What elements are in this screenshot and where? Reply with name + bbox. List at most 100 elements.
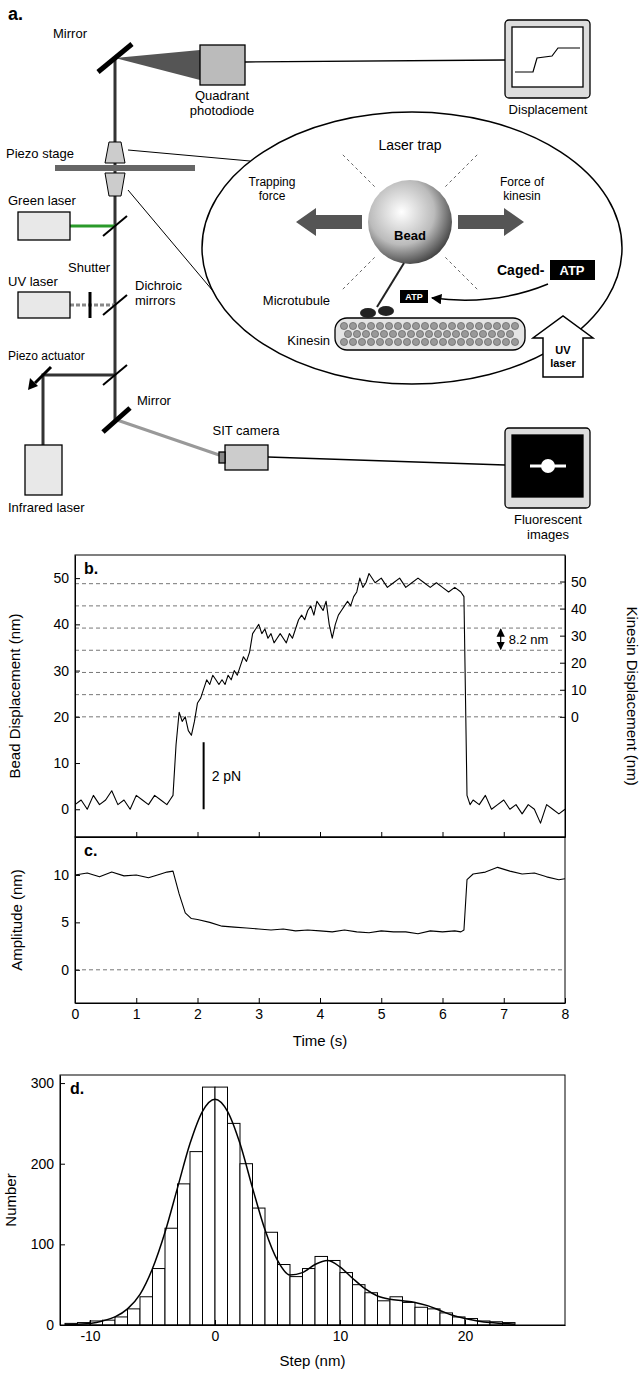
microtubule: [335, 318, 525, 350]
tubulin: [443, 330, 450, 337]
tick-label: 200: [31, 1156, 55, 1172]
tick: 20: [53, 709, 80, 725]
tubulin: [403, 322, 410, 329]
tick-mark: [381, 998, 382, 1003]
panel-label: a.: [8, 4, 23, 24]
tick-mark: [560, 636, 565, 637]
tick-label: 5: [61, 914, 69, 930]
tick-mark: [443, 832, 444, 837]
reference-line: [75, 628, 565, 629]
tick-mark: [60, 1083, 65, 1084]
uncaging-arrow: [432, 284, 548, 300]
tick-mark: [75, 578, 80, 579]
bar: [215, 1087, 228, 1325]
monitor: [505, 428, 590, 508]
tick: [259, 832, 260, 837]
fit-line: [65, 1099, 515, 1325]
tick-label: 10: [571, 682, 587, 698]
bar: [240, 1164, 253, 1325]
axis-title: Kinesin Displacement (nm): [624, 606, 641, 785]
diagram-label: Kinesin: [287, 333, 330, 348]
atp-box: [550, 260, 595, 280]
plot-frame: [75, 555, 565, 837]
tick-mark: [198, 998, 199, 1003]
plot-area: [75, 573, 565, 823]
panel-label: c.: [84, 842, 97, 859]
tick: 10: [53, 755, 80, 771]
tubulin: [502, 322, 509, 329]
beam: [70, 304, 115, 307]
diagram-label: Shutter: [68, 260, 111, 275]
reference-line: [75, 694, 565, 695]
tubulin: [376, 338, 383, 345]
tick: 0: [61, 962, 80, 978]
piezo-actuator: [28, 378, 38, 390]
tick-label: 20: [458, 1328, 474, 1344]
tubulin: [430, 338, 437, 345]
atp-box: [400, 290, 428, 303]
beam: [117, 420, 225, 457]
tick-label: 2: [194, 1006, 202, 1022]
tubulin: [367, 338, 374, 345]
tick-mark: [259, 998, 260, 1003]
tick-mark: [75, 671, 80, 672]
tubulin: [470, 330, 477, 337]
tick: 0: [212, 1320, 220, 1344]
tubulin: [407, 330, 414, 337]
tick-label: 50: [53, 570, 69, 586]
tubulin: [484, 322, 491, 329]
diagram-label: ATP: [405, 292, 422, 302]
tick-mark: [60, 1164, 65, 1165]
diagram-label: Force ofkinesin: [500, 175, 545, 203]
tubulin: [380, 330, 387, 337]
tubulin: [340, 322, 347, 329]
tick-mark: [136, 998, 137, 1003]
tubulin: [394, 338, 401, 345]
screen: [512, 27, 583, 87]
tick-label: -10: [80, 1328, 100, 1344]
tubulin: [475, 322, 482, 329]
kinesin-head: [378, 306, 394, 316]
bar: [315, 1256, 328, 1325]
tick-label: 0: [212, 1328, 220, 1344]
tick: 0: [560, 709, 579, 725]
tick: 40: [53, 616, 80, 632]
beam: [70, 225, 115, 228]
bar: [378, 1301, 391, 1325]
annotation-arrow: [500, 629, 501, 649]
tick: [136, 832, 137, 837]
tick-mark: [560, 663, 565, 664]
tick: 50: [53, 570, 80, 586]
diagram-label: Laser trap: [378, 137, 441, 153]
tick-label: 30: [571, 628, 587, 644]
bar: [340, 1273, 353, 1325]
panel-label: b.: [84, 560, 98, 577]
reference-line: [75, 716, 565, 717]
tubulin: [376, 322, 383, 329]
y-axis: 01020304050: [53, 556, 80, 838]
bar: [328, 1260, 341, 1325]
tick-mark: [560, 609, 565, 610]
diagram-label: Fluorescentimages: [514, 512, 582, 542]
tubulin: [434, 330, 441, 337]
x-axis: 012345678: [72, 998, 570, 1022]
tubulin: [385, 338, 392, 345]
tick-mark: [381, 832, 382, 837]
bar: [115, 1317, 128, 1325]
laser: [25, 445, 62, 495]
stage: [55, 165, 195, 171]
inset: [202, 112, 622, 384]
tick-label: 0: [61, 962, 69, 978]
laser: [18, 292, 70, 318]
tubulin: [497, 330, 504, 337]
diagram-label: Infrared laser: [8, 500, 85, 515]
bar: [290, 1277, 303, 1325]
tubulin: [493, 338, 500, 345]
tick-label: 100: [31, 1236, 55, 1252]
scale-bar-label: 2 pN: [212, 768, 242, 784]
scale-bar: [203, 742, 205, 809]
tick-mark: [75, 809, 80, 810]
tubulin: [412, 338, 419, 345]
diagram-label: Piezo actuator: [8, 349, 85, 363]
diagram-label: Quadrantphotodiode: [190, 88, 254, 118]
